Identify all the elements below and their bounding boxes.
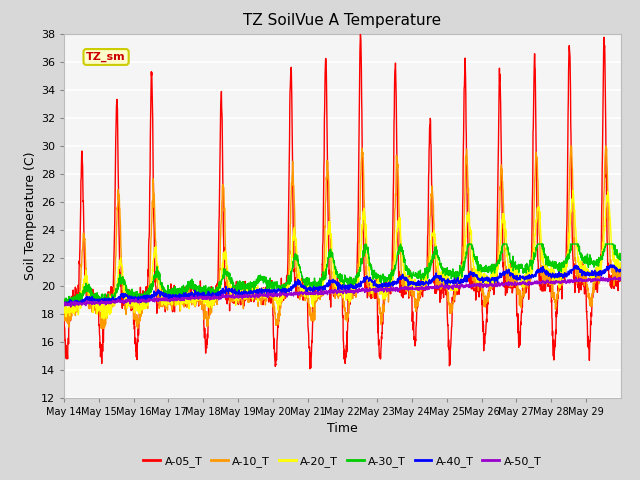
Legend: A-05_T, A-10_T, A-20_T, A-30_T, A-40_T, A-50_T: A-05_T, A-10_T, A-20_T, A-30_T, A-40_T, … [139,451,546,471]
X-axis label: Time: Time [327,421,358,434]
Y-axis label: Soil Temperature (C): Soil Temperature (C) [24,152,36,280]
Title: TZ SoilVue A Temperature: TZ SoilVue A Temperature [243,13,442,28]
Text: TZ_sm: TZ_sm [86,52,126,62]
